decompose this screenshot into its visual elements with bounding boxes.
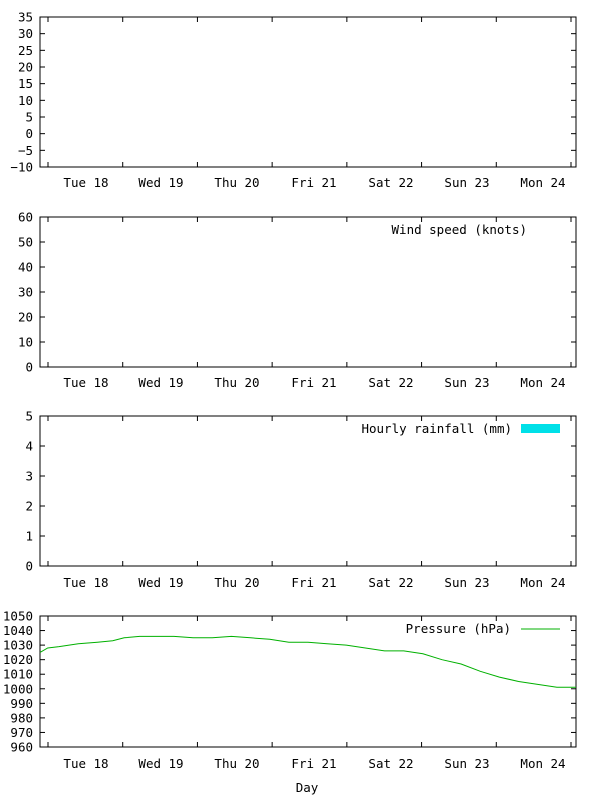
y-tick-label: 3 xyxy=(25,469,33,484)
x-tick-label: Sun 23 xyxy=(444,575,489,590)
x-tick-label: Fri 21 xyxy=(291,375,336,390)
x-tick-label: Tue 18 xyxy=(63,375,108,390)
x-tick-label: Thu 20 xyxy=(214,575,259,590)
x-tick-label: Sun 23 xyxy=(444,375,489,390)
x-axis-ticks: Tue 18 Wed 19 Thu 20 Fri 21 Sat 22 Sun 23 Mon … xyxy=(47,17,572,190)
y-tick-label: 25 xyxy=(18,43,33,58)
x-tick-label: Sat 22 xyxy=(368,756,413,771)
x-axis-ticks: Tue 18 Wed 19 Thu 20 Fri 21 Sat 22 Sun 23 Mon … xyxy=(47,416,572,590)
rainfall-panel: 0 1 2 3 4 5 Tue 18 Wed 19 Thu 20 Fri 21 Sat 22 Sun… xyxy=(25,409,577,590)
x-tick-label: Tue 18 xyxy=(63,756,108,771)
x-tick-label: Sat 22 xyxy=(368,575,413,590)
y-tick-label: 20 xyxy=(18,60,33,75)
y-tick-label: 35 xyxy=(18,10,33,25)
y-tick-label: 30 xyxy=(18,285,33,300)
y-tick-label: 50 xyxy=(18,235,33,250)
y-axis-ticks: 0 10 20 30 40 50 60 xyxy=(18,210,576,375)
x-tick-label: Sun 23 xyxy=(444,175,489,190)
x-tick-label: Sat 22 xyxy=(368,175,413,190)
y-tick-label: 40 xyxy=(18,260,33,275)
y-tick-label: 2 xyxy=(25,499,33,514)
y-tick-label: 5 xyxy=(25,110,33,125)
plot-frame xyxy=(39,615,577,748)
y-tick-label: 1010 xyxy=(3,667,33,682)
y-axis-ticks: 0 1 2 3 4 5 xyxy=(25,409,576,574)
x-tick-label: Tue 18 xyxy=(63,175,108,190)
x-tick-label: Mon 24 xyxy=(520,756,565,771)
legend-swatch xyxy=(521,424,560,433)
x-tick-label: Sun 23 xyxy=(444,756,489,771)
x-tick-label: Sat 22 xyxy=(368,375,413,390)
y-tick-label: 5 xyxy=(25,409,33,424)
x-tick-label: Fri 21 xyxy=(291,756,336,771)
y-tick-label: −10 xyxy=(10,160,33,175)
y-tick-label: 4 xyxy=(25,439,33,454)
y-tick-label: 970 xyxy=(10,725,33,740)
y-tick-label: 1050 xyxy=(3,609,33,624)
plot-frame xyxy=(39,216,577,368)
y-tick-label: 1040 xyxy=(3,623,33,638)
y-tick-label: 0 xyxy=(25,559,33,574)
x-tick-label: Thu 20 xyxy=(214,756,259,771)
x-tick-label: Wed 19 xyxy=(138,375,183,390)
y-tick-label: 980 xyxy=(10,710,33,725)
legend-label: Hourly rainfall (mm) xyxy=(361,421,512,436)
y-tick-label: 30 xyxy=(18,26,33,41)
x-tick-label: Mon 24 xyxy=(520,375,565,390)
x-tick-label: Tue 18 xyxy=(63,575,108,590)
x-tick-label: Mon 24 xyxy=(520,575,565,590)
x-tick-label: Fri 21 xyxy=(291,575,336,590)
y-tick-label: 1030 xyxy=(3,638,33,653)
x-axis-label: Day xyxy=(296,780,319,795)
x-tick-label: Fri 21 xyxy=(291,175,336,190)
y-tick-label: 1 xyxy=(25,529,33,544)
y-tick-label: 0 xyxy=(25,126,33,141)
x-tick-label: Wed 19 xyxy=(138,756,183,771)
y-tick-label: 0 xyxy=(25,360,33,375)
plot-frame xyxy=(39,415,577,567)
y-tick-label: 15 xyxy=(18,76,33,91)
x-tick-label: Thu 20 xyxy=(214,175,259,190)
x-tick-label: Thu 20 xyxy=(214,375,259,390)
y-tick-label: 10 xyxy=(18,335,33,350)
y-tick-label: 20 xyxy=(18,310,33,325)
x-axis-ticks: Tue 18 Wed 19 Thu 20 Fri 21 Sat 22 Sun 23 Mon … xyxy=(47,217,572,390)
x-tick-label: Mon 24 xyxy=(520,175,565,190)
y-tick-label: 990 xyxy=(10,696,33,711)
x-tick-label: Wed 19 xyxy=(138,175,183,190)
y-tick-label: 10 xyxy=(18,93,33,108)
plot-frame xyxy=(39,16,577,168)
y-tick-label: 60 xyxy=(18,210,33,225)
legend-label: Wind speed (knots) xyxy=(392,222,527,237)
x-tick-label: Wed 19 xyxy=(138,575,183,590)
x-axis-ticks: Tue 18 Wed 19 Thu 20 Fri 21 Sat 22 Sun 23 Mon … xyxy=(47,616,572,771)
legend-label: Pressure (hPa) xyxy=(406,621,511,636)
y-tick-label: 1020 xyxy=(3,652,33,667)
wind-speed-panel: 0 10 20 30 40 50 60 Tue 18 Wed 19 Thu 20 Fri 21 Sa… xyxy=(18,210,577,390)
y-tick-label: 960 xyxy=(10,740,33,755)
pressure-series-line xyxy=(39,635,576,688)
y-tick-label: −5 xyxy=(18,143,33,158)
y-tick-label: 1000 xyxy=(3,681,33,696)
